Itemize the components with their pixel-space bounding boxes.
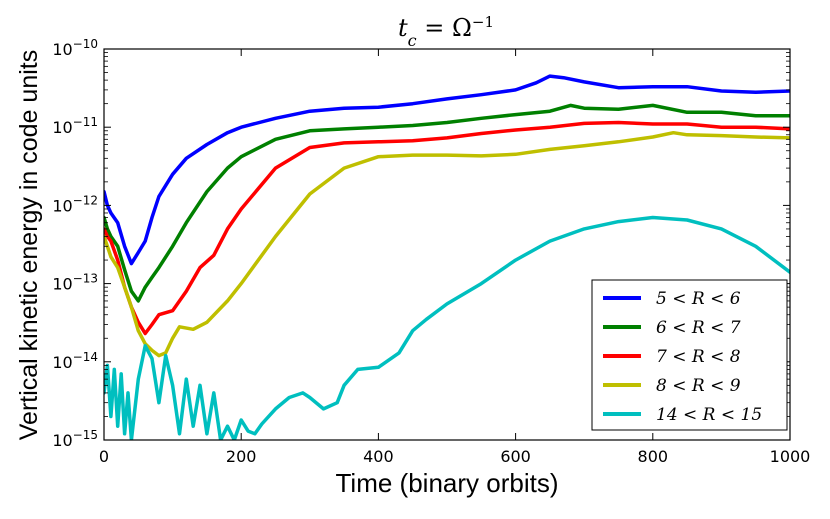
x-tick-label: 400 [363,447,394,466]
series-line-4 [104,130,790,358]
series-line-1 [104,74,790,266]
series-line-5 [104,215,790,440]
series-layer [104,74,790,440]
ticks-layer: 0 200 400 600 800 1000 10−15 10−14 10−13 10−12 10−… [52,37,810,466]
legend-label-3: 7 < R < 8 [656,347,741,367]
y-tick-label: 10−11 [52,115,98,137]
y-tick-label: 10−10 [52,37,98,59]
x-axis-label: Time (binary orbits) [336,468,559,498]
x-tick-label: 600 [500,447,531,466]
x-tick-label: 0 [99,447,109,466]
plot-frame [103,48,791,441]
series-line-2 [104,103,790,303]
legend-label-1: 5 < R < 6 [656,289,741,309]
legend-label-4: 8 < R < 9 [656,376,741,396]
y-tick-label: 10−12 [52,193,98,215]
legend: 5 < R < 6 6 < R < 7 7 < R < 8 8 < R < 9 14 <… [591,279,788,431]
x-tick-label: 800 [638,447,669,466]
y-tick-label: 10−15 [52,428,98,450]
x-tick-label: 200 [226,447,257,466]
x-tick-label: 1000 [770,447,811,466]
y-axis-label: Vertical kinetic energy in code units [15,50,43,441]
legend-label-2: 6 < R < 7 [656,318,741,338]
y-tick-label: 10−14 [52,350,98,372]
chart-title: tc = Ω−1 [398,13,494,50]
y-tick-label: 10−13 [52,272,98,294]
legend-label-5: 14 < R < 15 [656,405,762,425]
